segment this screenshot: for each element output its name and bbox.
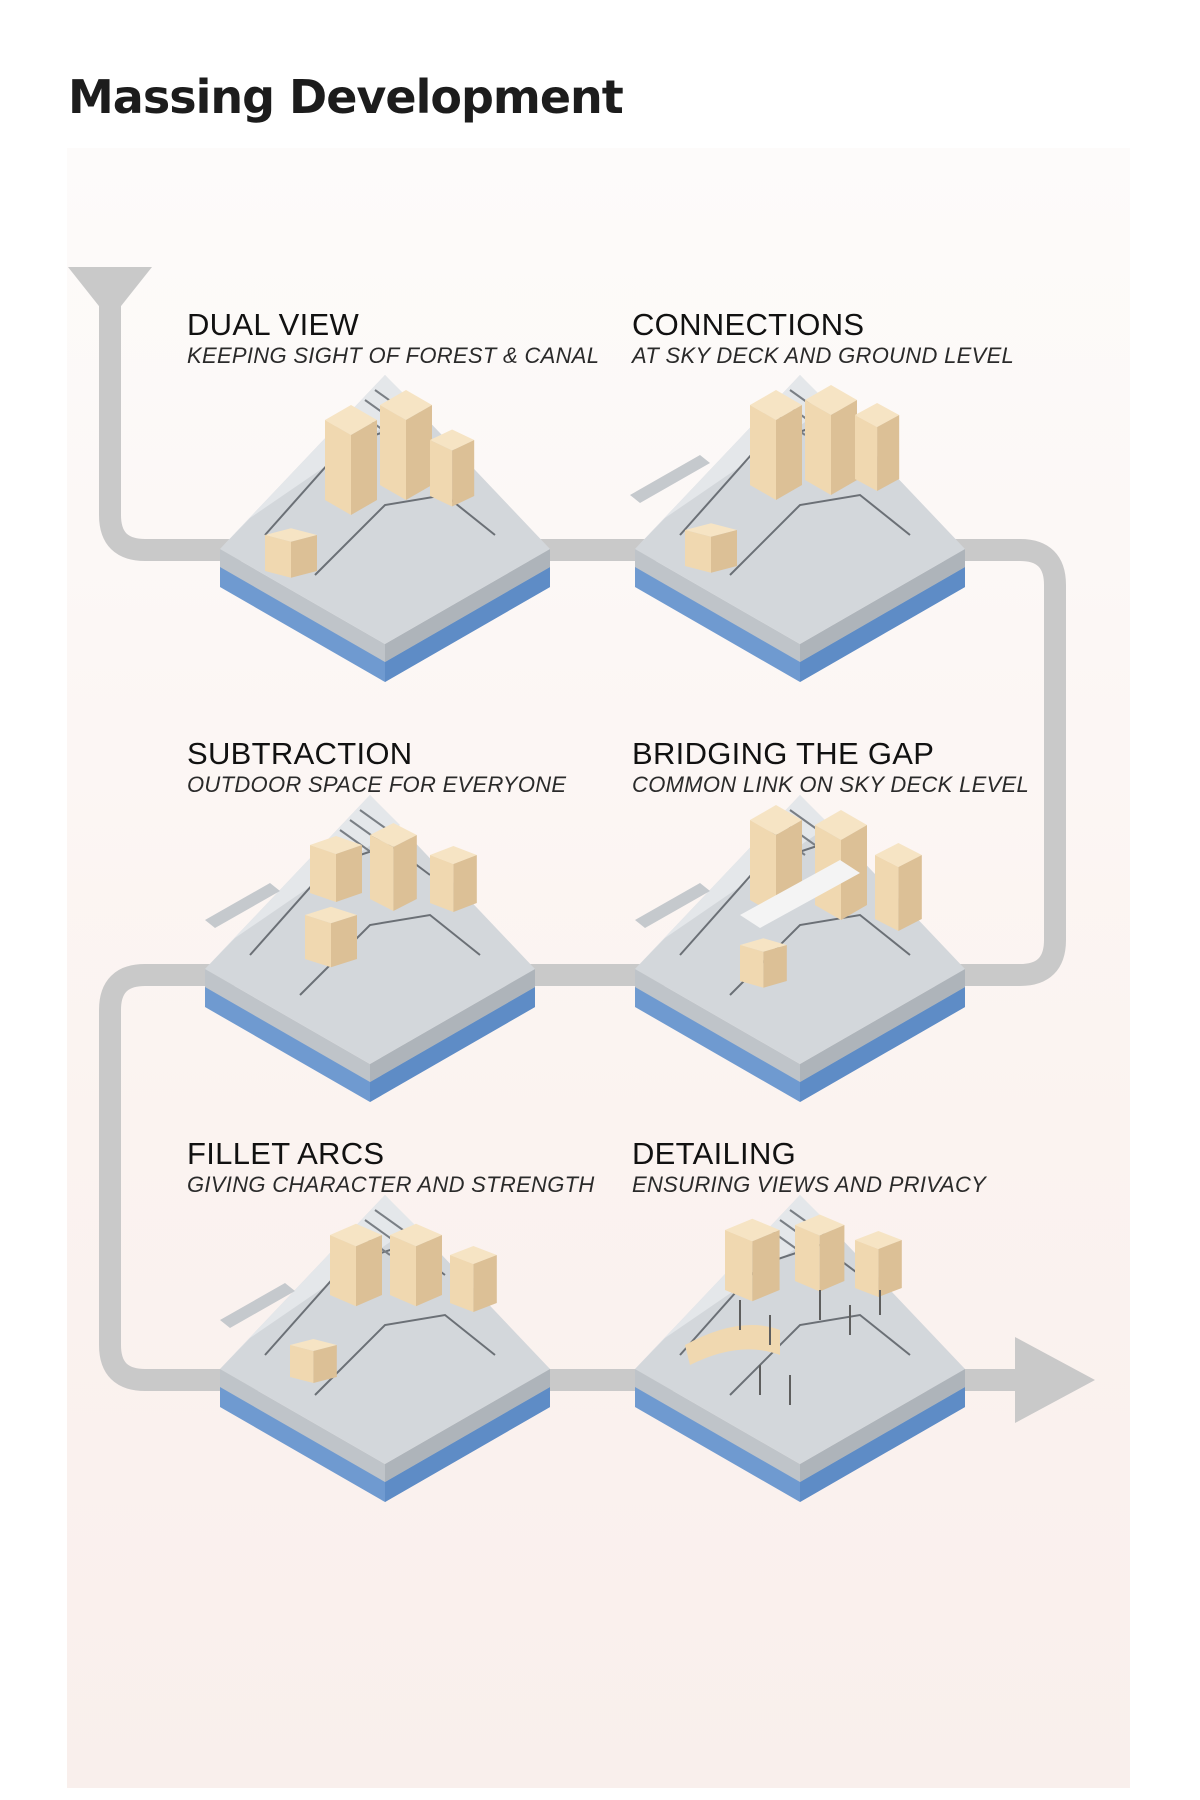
step-title: CONNECTIONS	[632, 307, 865, 342]
step-connections: CONNECTIONS AT SKY DECK AND GROUND LEVEL	[632, 308, 1014, 370]
step-fillet-arcs: FILLET ARCS GIVING CHARACTER AND STRENGT…	[187, 1137, 595, 1199]
step-title: BRIDGING THE GAP	[632, 736, 935, 771]
step-dual-view: DUAL VIEW KEEPING SIGHT OF FOREST & CANA…	[187, 308, 599, 370]
end-arrow-icon	[1015, 1337, 1095, 1423]
flow-path	[99, 300, 1066, 1391]
start-funnel-icon	[68, 267, 152, 320]
step-subtraction: SUBTRACTION OUTDOOR SPACE FOR EVERYONE	[187, 737, 566, 799]
step-detailing: DETAILING ENSURING VIEWS AND PRIVACY	[632, 1137, 986, 1199]
model-detailing	[634, 1194, 966, 1503]
step-bridging-the-gap: BRIDGING THE GAP COMMON LINK ON SKY DECK…	[632, 737, 1029, 799]
page-title: Massing Development	[68, 70, 624, 124]
step-subtitle: AT SKY DECK AND GROUND LEVEL	[632, 343, 1015, 368]
model-fillet-arcs	[219, 1194, 551, 1503]
step-subtitle: KEEPING SIGHT OF FOREST & CANAL	[187, 343, 600, 368]
step-title: SUBTRACTION	[187, 736, 413, 771]
step-subtitle: GIVING CHARACTER AND STRENGTH	[187, 1172, 595, 1197]
step-title: DUAL VIEW	[187, 307, 360, 342]
model-connections	[630, 374, 966, 683]
step-title: FILLET ARCS	[187, 1136, 385, 1171]
model-subtraction	[204, 794, 536, 1103]
model-dual-view	[219, 374, 551, 683]
step-subtitle: COMMON LINK ON SKY DECK LEVEL	[632, 772, 1030, 797]
step-subtitle: OUTDOOR SPACE FOR EVERYONE	[187, 772, 567, 797]
step-subtitle: ENSURING VIEWS AND PRIVACY	[632, 1172, 987, 1197]
model-bridging-the-gap	[634, 794, 966, 1103]
step-title: DETAILING	[632, 1136, 797, 1171]
